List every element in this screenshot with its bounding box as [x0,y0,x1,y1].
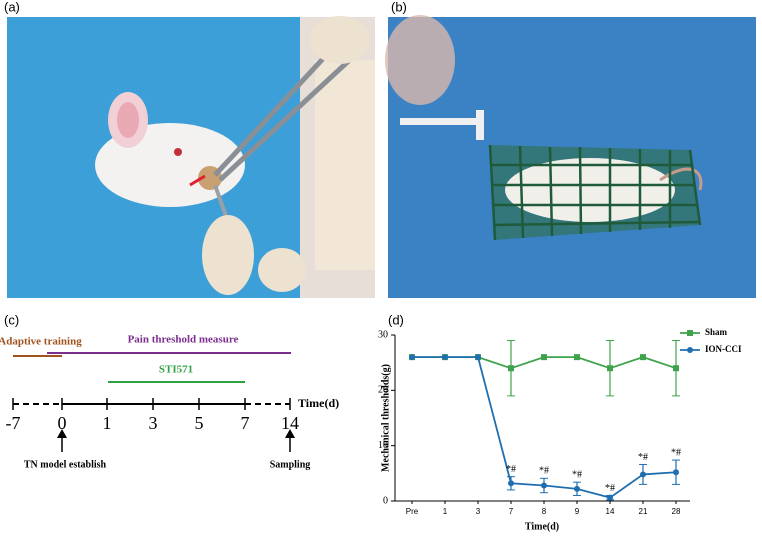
panel-label: (b) [391,0,407,14]
x-tick-label: 21 [639,507,648,516]
timeline-tick-label: 3 [149,413,158,433]
timeline-tick-label: 5 [195,413,204,433]
timeline-tick-label: 1 [103,413,112,433]
marker [673,469,679,476]
timeline: Pain threshold measure Adaptive training… [0,334,339,471]
panel-label: (d) [388,312,404,327]
photo-b [385,15,756,298]
marker [508,480,514,487]
arrow-head [57,429,67,438]
annotation: *# [638,452,648,463]
annotation: *# [539,466,549,477]
timeline-note: TN model establish [24,459,107,470]
x-tick-label: 1 [443,507,448,516]
timeline-tick-label: 7 [241,413,250,433]
timeline-tick-label: 0 [58,413,67,433]
timeline-label: STI571 [159,364,193,376]
timeline-tick-label: -7 [6,413,21,433]
arrow-head [285,429,295,438]
marker [640,471,646,478]
x-axis-label: Time(d) [525,521,559,532]
marker [409,354,415,361]
legend-label: Sham [705,327,728,337]
x-tick-label: 14 [606,507,615,516]
legend-label: ION-CCI [705,344,742,354]
y-tick-label: 10 [378,440,388,451]
axis-label: Time(d) [298,396,339,410]
x-tick-label: 7 [509,507,514,516]
panel-label: (a) [4,0,20,14]
timeline-note: Sampling [270,459,311,470]
timeline-label: Adaptive training [0,336,82,348]
x-tick-label: 28 [672,507,681,516]
x-tick-label: 8 [542,507,547,516]
marker [607,494,613,501]
y-axis-label: Mechanical thresholds(g) [380,364,391,472]
timeline-label: Pain threshold measure [128,334,239,346]
marker [574,485,580,492]
marker [607,365,613,372]
marker [640,354,646,361]
marker [541,354,547,361]
legend-marker [687,347,693,353]
y-tick-label: 20 [378,385,388,396]
marker [574,354,580,361]
x-tick-label: 9 [575,507,580,516]
x-tick-label: 3 [476,507,481,516]
annotation: *# [572,469,582,480]
marker [442,354,448,361]
panel-label: (c) [4,312,19,327]
chart: Mechanical thresholds(g) Time(d) 0 10 20 30… [378,327,742,532]
y-tick-label: 30 [378,329,388,340]
marker [673,365,679,372]
timeline-tick-label: 14 [281,413,299,433]
y-tick-label: 0 [383,495,388,506]
photo-a [7,16,375,298]
marker [475,354,481,361]
annotation: *# [605,483,615,494]
marker [508,365,514,372]
legend-marker [687,330,693,336]
x-tick-label: Pre [406,507,419,516]
annotation: *# [671,447,681,458]
marker [541,482,547,489]
annotation: *# [506,464,516,475]
